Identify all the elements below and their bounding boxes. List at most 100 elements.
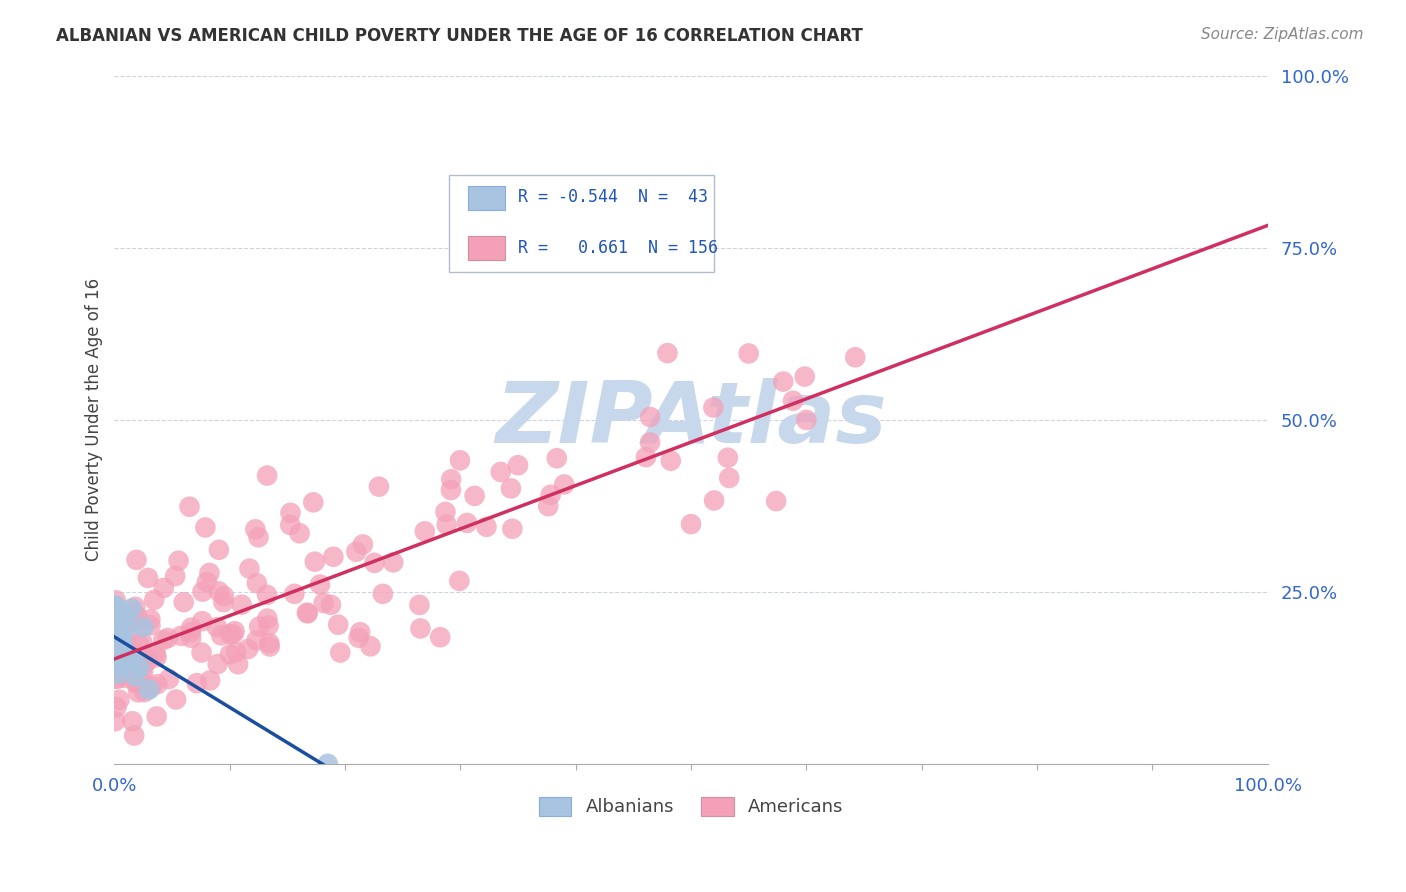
- Point: [104, 599, 127, 613]
- Point: [105, 643, 128, 657]
- Point: [408, 598, 430, 612]
- Point: [295, 606, 318, 620]
- Point: [382, 555, 405, 569]
- Point: [145, 647, 167, 661]
- Point: [103, 625, 125, 640]
- Point: [103, 638, 125, 652]
- Point: [122, 605, 145, 619]
- Point: [128, 660, 150, 674]
- Point: [132, 620, 155, 634]
- Point: [212, 589, 235, 603]
- Point: [141, 680, 163, 694]
- Point: [105, 658, 128, 673]
- Point: [413, 524, 436, 539]
- Point: [297, 607, 319, 621]
- Point: [440, 483, 463, 497]
- Point: [146, 677, 169, 691]
- FancyBboxPatch shape: [468, 186, 505, 210]
- Point: [349, 625, 371, 640]
- Point: [319, 598, 342, 612]
- Point: [118, 652, 141, 666]
- Point: [136, 571, 159, 585]
- Point: [304, 555, 326, 569]
- Point: [464, 489, 486, 503]
- Point: [245, 633, 267, 648]
- Point: [360, 640, 382, 654]
- Text: ALBANIAN VS AMERICAN CHILD POVERTY UNDER THE AGE OF 16 CORRELATION CHART: ALBANIAN VS AMERICAN CHILD POVERTY UNDER…: [56, 27, 863, 45]
- Point: [329, 646, 352, 660]
- Point: [537, 500, 560, 514]
- Point: [127, 676, 149, 690]
- Point: [207, 657, 229, 671]
- Point: [125, 609, 148, 624]
- Point: [115, 616, 138, 631]
- Point: [794, 413, 817, 427]
- FancyBboxPatch shape: [468, 235, 505, 260]
- Point: [108, 608, 131, 623]
- Point: [180, 625, 202, 640]
- Point: [302, 495, 325, 509]
- Point: [352, 537, 374, 551]
- Point: [222, 627, 245, 641]
- Point: [231, 598, 253, 612]
- Point: [198, 673, 221, 688]
- Point: [501, 522, 523, 536]
- Point: [112, 671, 135, 685]
- Point: [186, 676, 208, 690]
- Point: [363, 556, 385, 570]
- Point: [122, 651, 145, 665]
- Point: [737, 346, 759, 360]
- Point: [104, 635, 127, 649]
- Point: [198, 566, 221, 580]
- Point: [247, 619, 270, 633]
- Point: [679, 517, 702, 532]
- Point: [110, 650, 132, 665]
- Point: [105, 623, 128, 637]
- Point: [121, 714, 143, 729]
- Point: [107, 627, 129, 641]
- Point: [121, 601, 143, 615]
- Point: [278, 517, 301, 532]
- Point: [205, 620, 228, 634]
- Y-axis label: Child Poverty Under the Age of 16: Child Poverty Under the Age of 16: [86, 278, 103, 561]
- Point: [208, 542, 231, 557]
- Point: [449, 574, 471, 588]
- Point: [125, 676, 148, 690]
- Point: [546, 451, 568, 466]
- Point: [347, 631, 370, 645]
- Point: [117, 667, 139, 681]
- Point: [368, 480, 391, 494]
- Point: [105, 672, 128, 686]
- Point: [108, 659, 131, 673]
- Point: [104, 672, 127, 686]
- Point: [104, 610, 127, 624]
- Point: [112, 658, 135, 673]
- Point: [107, 617, 129, 632]
- Point: [107, 666, 129, 681]
- Point: [238, 561, 260, 575]
- Point: [122, 729, 145, 743]
- Point: [110, 642, 132, 657]
- Point: [208, 584, 231, 599]
- Point: [259, 636, 281, 650]
- Point: [219, 647, 242, 661]
- Point: [111, 642, 134, 657]
- Point: [112, 664, 135, 678]
- Point: [117, 648, 139, 663]
- Point: [283, 587, 305, 601]
- Point: [765, 494, 787, 508]
- Point: [328, 617, 350, 632]
- Point: [104, 648, 127, 663]
- Point: [191, 614, 214, 628]
- Point: [104, 593, 127, 607]
- Point: [288, 526, 311, 541]
- Point: [124, 599, 146, 614]
- Point: [190, 646, 212, 660]
- Point: [108, 692, 131, 706]
- Point: [657, 346, 679, 360]
- Point: [117, 639, 139, 653]
- Point: [436, 517, 458, 532]
- Point: [103, 634, 125, 648]
- Point: [156, 631, 179, 645]
- Point: [145, 650, 167, 665]
